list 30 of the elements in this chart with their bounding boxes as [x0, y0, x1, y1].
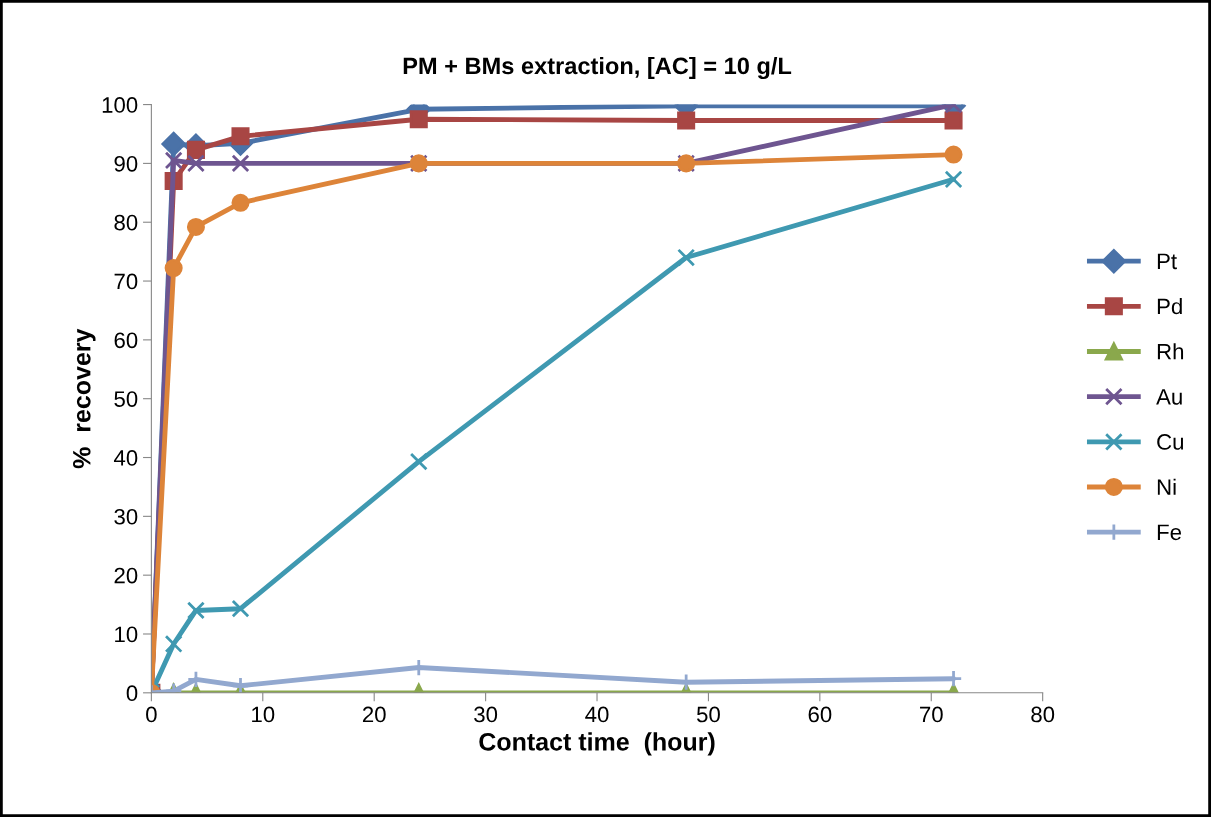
x-tick-label: 70 [920, 706, 943, 723]
legend-label: Ni [1157, 478, 1176, 495]
y-tick-label: 100 [102, 97, 138, 113]
y-tick-label: 30 [114, 508, 138, 525]
x-tick-label: 50 [696, 706, 720, 723]
x-tick-label: 20 [362, 706, 386, 723]
y-tick-label: 20 [114, 567, 138, 584]
x-tick-label: 0 [146, 706, 157, 723]
y-tick-label: 40 [113, 450, 138, 466]
legend-label: Fe [1157, 524, 1182, 541]
y-axis-title: % recovery [72, 328, 96, 469]
y-tick-label: 80 [114, 214, 138, 231]
y-tick-label: 0 [126, 685, 138, 702]
x-axis-title: Contact time (hour) [479, 732, 715, 756]
x-tick-label: 60 [808, 706, 832, 723]
x-tick-label: 30 [474, 706, 498, 723]
x-tick-label: 40 [585, 706, 609, 723]
legend-label: Rh [1157, 343, 1184, 360]
y-tick-label: 90 [114, 155, 138, 172]
legend-label: Pt [1157, 253, 1177, 270]
legend-label: Pd [1157, 298, 1182, 315]
y-tick-label: 50 [114, 391, 138, 407]
legend-label: Au [1156, 389, 1182, 405]
y-tick-label: 60 [114, 332, 138, 349]
x-tick-label: 10 [252, 706, 275, 723]
y-tick-label: 10 [115, 626, 138, 643]
y-tick-label: 70 [114, 273, 138, 290]
legend-label: Cu [1157, 434, 1184, 450]
x-tick-label: 80 [1031, 706, 1055, 723]
chart-title: PM + BMs extraction, [AC] = 10 g/L [403, 56, 792, 80]
